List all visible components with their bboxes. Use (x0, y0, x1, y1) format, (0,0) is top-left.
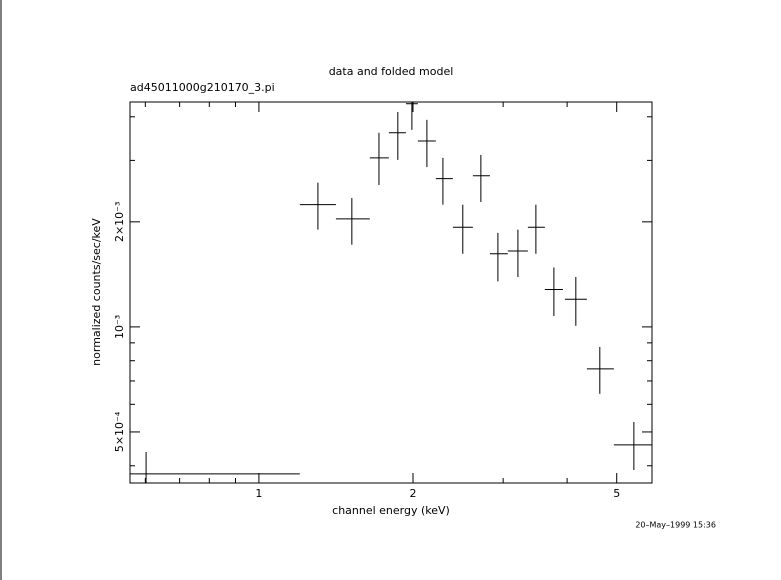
x-tick-label: 5 (613, 487, 620, 500)
x-axis-label: channel energy (keV) (332, 504, 450, 517)
chart-subtitle: ad45011000g210170_3.pi (130, 81, 275, 94)
x-tick-label: 2 (410, 487, 417, 500)
y-axis-label: normalized counts/sec/keV (90, 218, 103, 366)
plot-frame (129, 101, 653, 484)
timestamp: 20–May–1999 15:36 (635, 521, 716, 530)
y-tick-label: 5×10⁻⁴ (113, 411, 126, 452)
y-tick-label: 10⁻³ (113, 315, 126, 339)
plot-area (130, 102, 652, 483)
chart-title: data and folded model (329, 65, 454, 78)
y-tick-label: 2×10⁻³ (113, 202, 126, 242)
x-tick-label: 1 (255, 487, 262, 500)
